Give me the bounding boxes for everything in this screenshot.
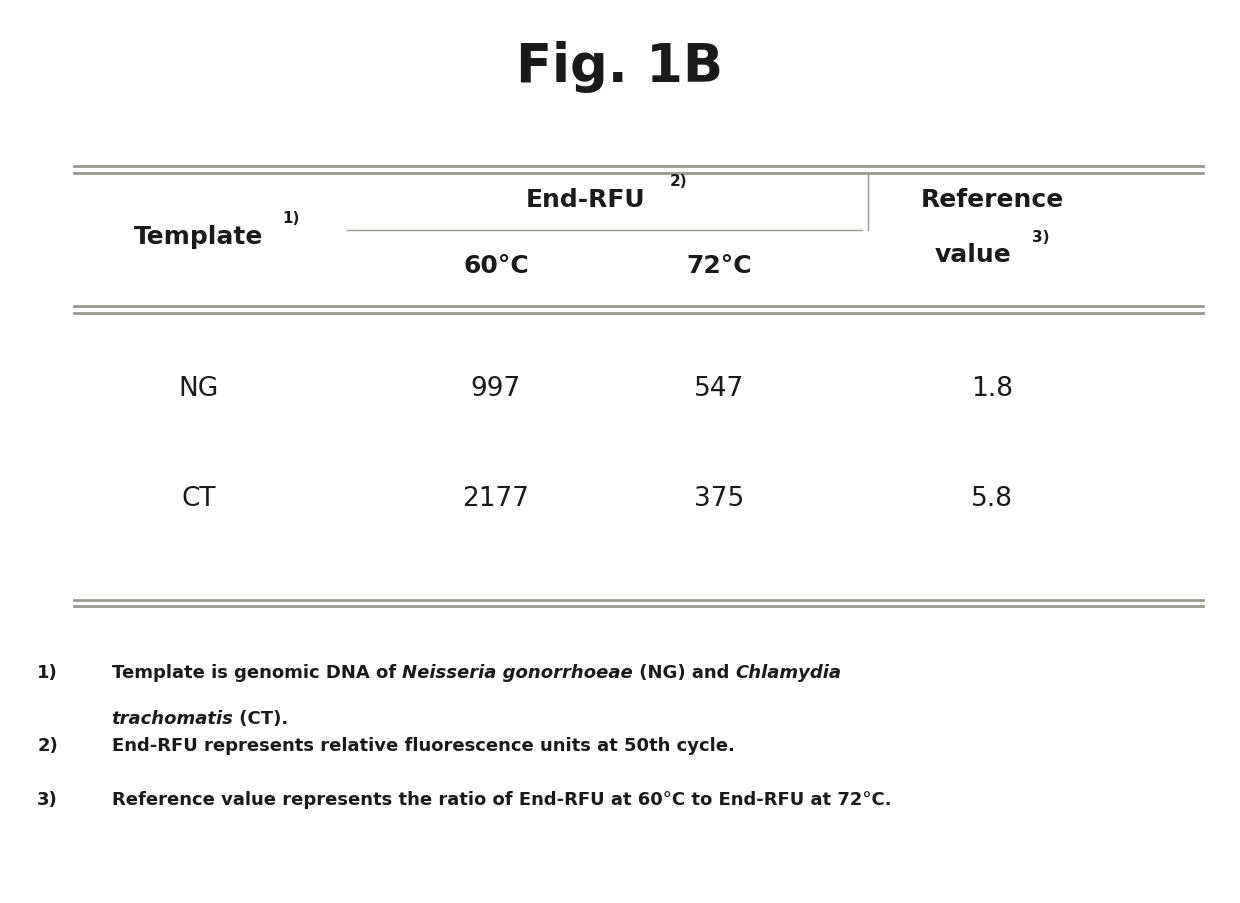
Text: 997: 997	[471, 376, 521, 401]
Text: 2): 2)	[670, 174, 688, 189]
Text: End-RFU represents relative fluorescence units at 50th cycle.: End-RFU represents relative fluorescence…	[112, 736, 734, 754]
Text: Neisseria gonorrhoeae: Neisseria gonorrhoeae	[402, 664, 632, 682]
Text: 1): 1)	[37, 664, 58, 682]
Text: 3): 3)	[1032, 230, 1049, 245]
Text: 72°C: 72°C	[687, 254, 751, 277]
Text: NG: NG	[179, 376, 218, 401]
Text: Chlamydia: Chlamydia	[735, 664, 842, 682]
Text: 3): 3)	[37, 790, 58, 808]
Text: 2): 2)	[37, 736, 58, 754]
Text: Template: Template	[134, 225, 263, 248]
Text: Fig. 1B: Fig. 1B	[516, 41, 724, 93]
Text: CT: CT	[181, 486, 216, 511]
Text: Reference value represents the ratio of End-RFU at 60°C to End-RFU at 72°C.: Reference value represents the ratio of …	[112, 790, 892, 808]
Text: (NG) and: (NG) and	[632, 664, 735, 682]
Text: Template is genomic DNA of: Template is genomic DNA of	[112, 664, 402, 682]
Text: 60°C: 60°C	[463, 254, 529, 277]
Text: 375: 375	[694, 486, 744, 511]
Text: value: value	[935, 243, 1012, 266]
Text: Reference: Reference	[920, 188, 1064, 211]
Text: 2177: 2177	[463, 486, 529, 511]
Text: trachomatis: trachomatis	[112, 709, 233, 727]
Text: 5.8: 5.8	[971, 486, 1013, 511]
Text: 1.8: 1.8	[971, 376, 1013, 401]
Text: End-RFU: End-RFU	[526, 188, 646, 211]
Text: (CT).: (CT).	[233, 709, 289, 727]
Text: 1): 1)	[283, 211, 300, 226]
Text: 547: 547	[694, 376, 744, 401]
